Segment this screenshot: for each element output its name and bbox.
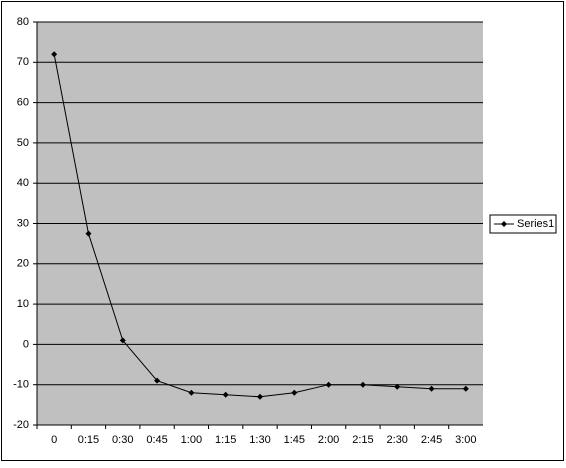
x-tick-label: 2:00 [318, 434, 339, 446]
y-tick-label: -10 [13, 379, 29, 391]
y-tick-label: 60 [17, 97, 29, 109]
legend-box [489, 214, 557, 234]
data-point [291, 389, 298, 396]
data-point [119, 337, 126, 344]
x-tick-label: 2:30 [387, 434, 408, 446]
y-tick-label: 30 [17, 217, 29, 229]
legend-marker [501, 221, 507, 227]
legend-label: Series1 [517, 218, 554, 230]
data-point [188, 389, 195, 396]
x-tick-label: 0:30 [112, 434, 133, 446]
x-tick-label: 0 [51, 434, 57, 446]
y-tick-label: 40 [17, 177, 29, 189]
x-tick-label: 1:30 [249, 434, 270, 446]
x-tick-label: 0:15 [78, 434, 99, 446]
x-tick-label: 2:45 [421, 434, 442, 446]
data-point [85, 230, 92, 237]
data-point [462, 385, 469, 392]
y-tick-label: 70 [17, 56, 29, 68]
x-tick-label: 2:15 [352, 434, 373, 446]
x-tick-label: 1:00 [181, 434, 202, 446]
data-point [325, 381, 332, 388]
y-tick-label: 80 [17, 16, 29, 28]
y-tick-label: 10 [17, 298, 29, 310]
data-point [154, 377, 161, 384]
data-point [428, 385, 435, 392]
data-point [51, 51, 58, 58]
y-tick-label: 20 [17, 258, 29, 270]
data-point [257, 393, 263, 400]
data-point [222, 391, 229, 398]
x-tick-label: 3:00 [455, 434, 476, 446]
data-point [394, 383, 401, 390]
y-tick-label: -20 [13, 419, 29, 431]
x-tick-label: 1:15 [215, 434, 236, 446]
x-tick-label: 1:45 [284, 434, 305, 446]
y-tick-label: 0 [23, 338, 29, 350]
y-tick-label: 50 [17, 137, 29, 149]
x-tick-label: 0:45 [146, 434, 167, 446]
data-point [359, 381, 366, 388]
